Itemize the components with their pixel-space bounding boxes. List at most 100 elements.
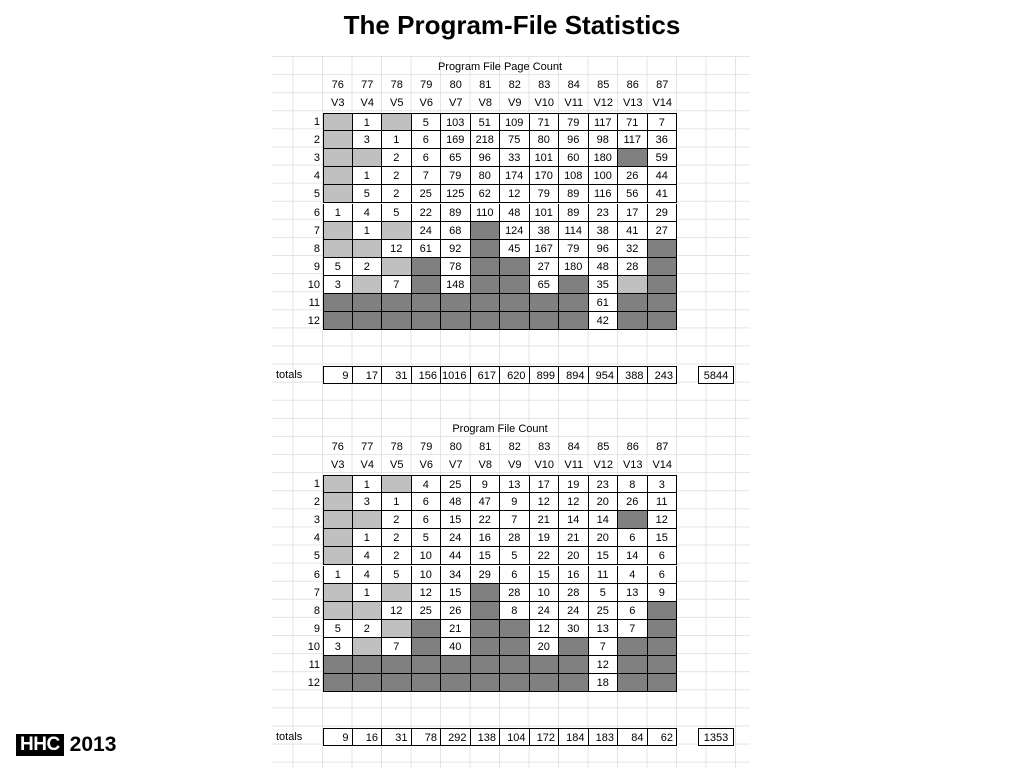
shaded-cell[interactable] — [411, 619, 441, 638]
data-cell[interactable]: 12 — [588, 656, 618, 675]
data-cell[interactable]: 26 — [618, 493, 648, 512]
data-cell[interactable]: 1 — [352, 583, 382, 602]
shaded-cell[interactable] — [500, 619, 530, 638]
shaded-cell[interactable] — [470, 239, 500, 258]
data-cell[interactable]: 124 — [500, 221, 530, 240]
shaded-cell[interactable] — [352, 601, 382, 620]
shaded-cell[interactable] — [470, 656, 500, 675]
data-cell[interactable]: 6 — [411, 131, 441, 150]
data-cell[interactable]: 89 — [559, 203, 589, 222]
data-cell[interactable]: 12 — [382, 601, 412, 620]
shaded-cell[interactable] — [559, 294, 589, 313]
data-cell[interactable]: 32 — [618, 239, 648, 258]
shaded-cell[interactable] — [411, 257, 441, 276]
total-cell[interactable]: 617 — [470, 366, 500, 385]
shaded-cell[interactable] — [441, 656, 471, 675]
total-cell[interactable]: 31 — [382, 728, 412, 747]
data-cell[interactable]: 24 — [411, 221, 441, 240]
data-cell[interactable]: 2 — [352, 257, 382, 276]
data-cell[interactable]: 40 — [441, 637, 471, 656]
shaded-cell[interactable] — [500, 294, 530, 313]
data-cell[interactable]: 2 — [382, 167, 412, 186]
data-cell[interactable]: 56 — [618, 185, 648, 204]
total-cell[interactable]: 894 — [559, 366, 589, 385]
total-cell[interactable]: 156 — [411, 366, 441, 385]
data-cell[interactable]: 4 — [411, 475, 441, 494]
shaded-cell[interactable] — [470, 312, 500, 331]
shaded-cell[interactable] — [559, 275, 589, 294]
shaded-cell[interactable] — [470, 637, 500, 656]
shaded-cell[interactable] — [323, 312, 353, 331]
data-cell[interactable]: 6 — [647, 547, 677, 566]
total-cell[interactable]: 104 — [500, 728, 530, 747]
data-cell[interactable]: 174 — [500, 167, 530, 186]
shaded-cell[interactable] — [411, 656, 441, 675]
data-cell[interactable]: 4 — [352, 203, 382, 222]
total-cell[interactable]: 16 — [352, 728, 382, 747]
data-cell[interactable]: 12 — [529, 493, 559, 512]
data-cell[interactable]: 22 — [470, 511, 500, 530]
data-cell[interactable]: 117 — [588, 113, 618, 132]
shaded-cell[interactable] — [470, 221, 500, 240]
shaded-cell[interactable] — [382, 674, 412, 693]
shaded-cell[interactable] — [323, 547, 353, 566]
data-cell[interactable]: 44 — [647, 167, 677, 186]
shaded-cell[interactable] — [500, 637, 530, 656]
data-cell[interactable]: 4 — [352, 547, 382, 566]
data-cell[interactable]: 96 — [470, 149, 500, 168]
shaded-cell[interactable] — [323, 475, 353, 494]
data-cell[interactable]: 3 — [352, 493, 382, 512]
shaded-cell[interactable] — [382, 312, 412, 331]
data-cell[interactable]: 170 — [529, 167, 559, 186]
data-cell[interactable]: 6 — [411, 149, 441, 168]
data-cell[interactable]: 21 — [529, 511, 559, 530]
data-cell[interactable]: 29 — [470, 565, 500, 584]
shaded-cell[interactable] — [352, 294, 382, 313]
data-cell[interactable]: 14 — [559, 511, 589, 530]
data-cell[interactable]: 13 — [500, 475, 530, 494]
data-cell[interactable]: 41 — [647, 185, 677, 204]
data-cell[interactable]: 10 — [411, 565, 441, 584]
data-cell[interactable]: 180 — [588, 149, 618, 168]
data-cell[interactable]: 169 — [441, 131, 471, 150]
shaded-cell[interactable] — [647, 637, 677, 656]
data-cell[interactable]: 15 — [441, 583, 471, 602]
shaded-cell[interactable] — [382, 656, 412, 675]
data-cell[interactable]: 3 — [323, 637, 353, 656]
data-cell[interactable]: 6 — [618, 601, 648, 620]
data-cell[interactable]: 5 — [382, 203, 412, 222]
shaded-cell[interactable] — [352, 656, 382, 675]
data-cell[interactable]: 5 — [411, 113, 441, 132]
data-cell[interactable]: 71 — [618, 113, 648, 132]
data-cell[interactable]: 7 — [647, 113, 677, 132]
data-cell[interactable]: 28 — [500, 583, 530, 602]
total-cell[interactable]: 1016 — [441, 366, 471, 385]
shaded-cell[interactable] — [500, 312, 530, 331]
data-cell[interactable]: 100 — [588, 167, 618, 186]
data-cell[interactable]: 4 — [352, 565, 382, 584]
data-cell[interactable]: 6 — [411, 511, 441, 530]
data-cell[interactable]: 5 — [588, 583, 618, 602]
data-cell[interactable]: 48 — [441, 493, 471, 512]
shaded-cell[interactable] — [323, 239, 353, 258]
data-cell[interactable]: 51 — [470, 113, 500, 132]
data-cell[interactable]: 59 — [647, 149, 677, 168]
data-cell[interactable]: 7 — [618, 619, 648, 638]
data-cell[interactable]: 47 — [470, 493, 500, 512]
data-cell[interactable]: 11 — [647, 493, 677, 512]
shaded-cell[interactable] — [352, 239, 382, 258]
data-cell[interactable]: 61 — [411, 239, 441, 258]
data-cell[interactable]: 68 — [441, 221, 471, 240]
shaded-cell[interactable] — [323, 529, 353, 548]
data-cell[interactable]: 79 — [559, 239, 589, 258]
shaded-cell[interactable] — [647, 239, 677, 258]
data-cell[interactable]: 65 — [441, 149, 471, 168]
data-cell[interactable]: 26 — [441, 601, 471, 620]
total-cell[interactable]: 292 — [441, 728, 471, 747]
total-cell[interactable]: 184 — [559, 728, 589, 747]
data-cell[interactable]: 9 — [500, 493, 530, 512]
data-cell[interactable]: 27 — [529, 257, 559, 276]
data-cell[interactable]: 8 — [500, 601, 530, 620]
data-cell[interactable]: 1 — [352, 475, 382, 494]
data-cell[interactable]: 2 — [352, 619, 382, 638]
